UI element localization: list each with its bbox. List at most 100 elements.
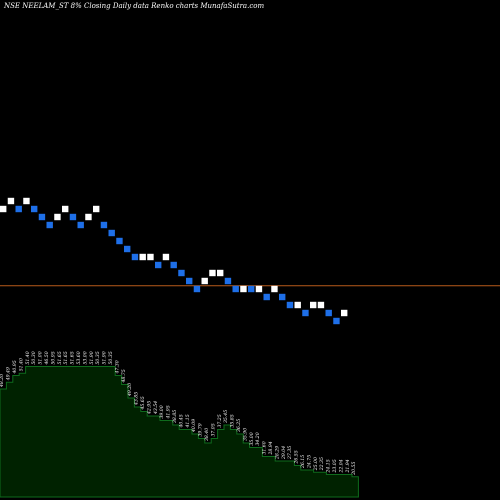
renko-brick-up xyxy=(54,213,61,221)
volume-value-label: 24.75 xyxy=(306,455,312,469)
renko-brick-down xyxy=(15,205,22,213)
renko-brick-down xyxy=(325,309,332,317)
renko-brick-up xyxy=(201,277,208,285)
renko-brick-up xyxy=(93,205,100,213)
volume-value-label: 35.85 xyxy=(230,414,236,427)
renko-brick-down xyxy=(263,293,270,301)
renko-brick-down xyxy=(170,261,177,269)
renko-brick-down xyxy=(178,269,185,277)
renko-brick-down xyxy=(116,237,123,245)
volume-value-label: 49.49 xyxy=(6,367,12,381)
volume-value-label: 23.05 xyxy=(332,459,338,473)
renko-brick-down xyxy=(224,277,232,285)
volume-value-label: 37.25 xyxy=(217,414,223,427)
renko-bricks-layer xyxy=(0,197,348,325)
volume-value-label: 45.65 xyxy=(140,396,146,410)
renko-brick-down xyxy=(248,285,255,293)
volume-value-label: 49.20 xyxy=(127,383,133,397)
volume-value-label: 50.35 xyxy=(95,351,101,364)
renko-brick-up xyxy=(217,269,224,277)
renko-brick-up xyxy=(255,285,263,293)
volume-area-layer xyxy=(0,366,359,498)
volume-value-label: 48.75 xyxy=(121,369,127,383)
volume-value-label: 43.54 xyxy=(153,401,159,415)
renko-brick-up xyxy=(310,301,317,309)
renko-brick-down xyxy=(77,221,84,229)
volume-value-label: 51.65 xyxy=(63,351,69,364)
volume-value-label: 35.00 xyxy=(249,432,255,445)
volume-value-label: 35.90 xyxy=(242,428,248,441)
renko-brick-up xyxy=(7,197,15,205)
volume-value-label: 28.94 xyxy=(268,441,274,455)
volume-value-label: 38.85 xyxy=(172,410,178,423)
volume-value-label: 46.50 xyxy=(44,351,50,365)
renko-brick-down xyxy=(31,205,38,213)
renko-brick-down xyxy=(38,213,46,221)
renko-brick-up xyxy=(147,253,154,261)
volume-value-label: 26.15 xyxy=(300,455,306,469)
volume-value-label: 51.65 xyxy=(57,351,63,364)
volume-value-label: 26.55 xyxy=(294,450,300,464)
renko-brick-up xyxy=(317,301,325,309)
renko-brick-down xyxy=(69,213,77,221)
renko-brick-down xyxy=(333,317,340,325)
volume-value-label: 50.95 xyxy=(50,351,56,364)
volume-value-label: 47.30 xyxy=(114,360,120,374)
renko-brick-down xyxy=(100,221,108,229)
renko-brick-up xyxy=(139,253,146,261)
volume-value-label: 22.04 xyxy=(338,459,344,473)
volume-value-label: 22.35 xyxy=(319,457,325,471)
volume-value-label: 51.40 xyxy=(25,351,31,364)
volume-value-label: 40.09 xyxy=(191,419,197,433)
volume-value-label: 48.20 xyxy=(0,374,5,388)
volume-value-label: 21.94 xyxy=(345,459,351,473)
volume-value-label: 51.65 xyxy=(70,351,76,364)
volume-value-label: 51.90 xyxy=(102,351,108,364)
renko-brick-up xyxy=(85,213,92,221)
volume-value-label: 53.00 xyxy=(82,351,88,364)
renko-brick-up xyxy=(209,269,216,277)
volume-value-label: 39.00 xyxy=(159,405,165,418)
volume-value-label: 34.20 xyxy=(255,432,261,445)
volume-value-label: 38.40 xyxy=(204,428,210,441)
renko-brick-up xyxy=(271,285,278,293)
volume-value-label: 29.04 xyxy=(281,446,287,460)
volume-value-label: 41.95 xyxy=(166,405,172,419)
renko-brick-down xyxy=(131,253,139,261)
renko-brick-up xyxy=(0,205,7,213)
volume-value-label: 51.40 xyxy=(18,358,24,371)
renko-brick-up xyxy=(341,309,348,317)
renko-brick-down xyxy=(193,285,201,293)
volume-value-label: 37.05 xyxy=(210,423,216,436)
volume-value-label: 24.15 xyxy=(326,459,332,473)
volume-area xyxy=(0,366,359,498)
renko-brick-up xyxy=(162,253,170,261)
renko-brick-down xyxy=(186,277,193,285)
renko-brick-down xyxy=(46,221,53,229)
renko-brick-up xyxy=(240,285,247,293)
volume-value-label: 42.95 xyxy=(146,401,152,415)
volume-value-label: 40.45 xyxy=(178,414,184,428)
volume-value-label: 35.45 xyxy=(223,410,229,423)
volume-value-label: 20.55 xyxy=(351,462,357,476)
renko-brick-down xyxy=(232,285,239,293)
volume-value-label: 28.29 xyxy=(274,446,280,460)
volume-value-label: 25.00 xyxy=(313,457,319,471)
volume-value-label: 51.00 xyxy=(38,351,44,364)
renko-brick-down xyxy=(108,229,115,237)
volume-value-label: 27.35 xyxy=(287,446,293,460)
volume-value-label: 41.15 xyxy=(185,414,191,428)
renko-brick-down xyxy=(279,293,286,301)
volume-value-label: 43.85 xyxy=(134,392,140,406)
volume-value-label: 53.60 xyxy=(76,351,82,364)
volume-value-label: 31.60 xyxy=(262,441,268,454)
volume-value-label: 39.79 xyxy=(198,423,204,436)
renko-brick-down xyxy=(155,261,162,269)
renko-brick-down xyxy=(124,245,131,253)
volume-value-label: 50.35 xyxy=(108,351,114,364)
volume-value-label: 51.90 xyxy=(89,351,95,364)
volume-value-label: 50.30 xyxy=(31,351,37,364)
renko-brick-down xyxy=(286,301,294,309)
